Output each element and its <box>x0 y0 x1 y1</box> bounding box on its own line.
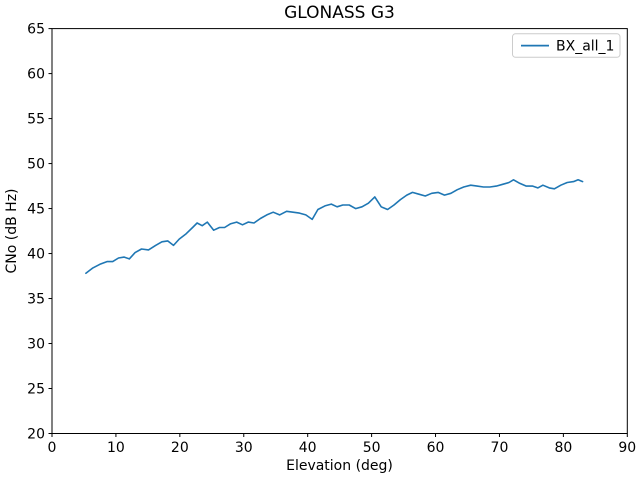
legend-label: BX_all_1 <box>556 38 614 54</box>
y-tick-label: 55 <box>27 112 45 128</box>
legend-frame <box>512 33 621 58</box>
x-tick-label: 40 <box>299 440 317 456</box>
y-tick-label: 25 <box>27 382 45 398</box>
y-tick-label: 45 <box>27 202 45 218</box>
y-tick-label: 65 <box>27 22 45 38</box>
x-tick-label: 0 <box>48 440 57 456</box>
y-tick-label: 35 <box>27 292 45 308</box>
x-tick-label: 20 <box>171 440 189 456</box>
x-tick-label: 70 <box>491 440 509 456</box>
x-axis-ticks: 0 10 20 30 40 50 60 70 80 90 <box>48 433 636 456</box>
y-tick-label: 30 <box>27 337 45 353</box>
x-axis-label: Elevation (deg) <box>286 458 393 474</box>
y-tick-label: 60 <box>27 67 45 83</box>
legend: BX_all_1 <box>512 33 621 58</box>
y-tick-label: 40 <box>27 247 45 263</box>
x-tick-label: 50 <box>363 440 381 456</box>
y-tick-label: 20 <box>27 427 45 443</box>
x-tick-label: 60 <box>427 440 445 456</box>
x-tick-label: 80 <box>554 440 572 456</box>
y-tick-label: 50 <box>27 157 45 173</box>
series-line-bx-all-1 <box>85 179 584 275</box>
x-tick-label: 10 <box>107 440 125 456</box>
y-axis-ticks: 20 25 30 35 40 45 50 55 60 65 <box>27 22 52 443</box>
chart-title: GLONASS G3 <box>284 3 395 23</box>
x-tick-label: 30 <box>235 440 253 456</box>
y-axis-label: CNo (dB Hz) <box>4 188 20 273</box>
plot-border <box>51 28 628 434</box>
x-tick-label: 90 <box>618 440 636 456</box>
